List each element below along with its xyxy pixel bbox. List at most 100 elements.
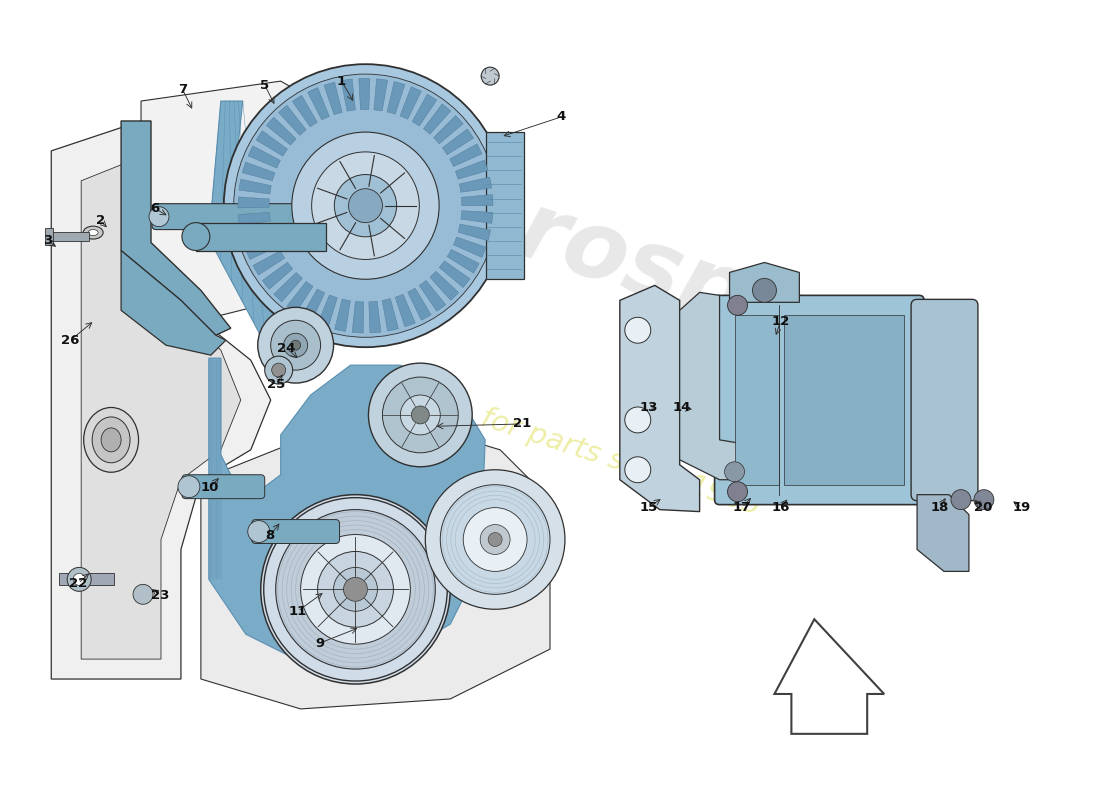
Text: 8: 8 — [265, 529, 275, 542]
Polygon shape — [455, 160, 488, 179]
Bar — [50, 231, 89, 241]
Text: 23: 23 — [152, 589, 169, 602]
Polygon shape — [266, 118, 296, 145]
Circle shape — [411, 406, 429, 424]
Circle shape — [265, 356, 293, 384]
Polygon shape — [301, 289, 324, 321]
Text: 12: 12 — [771, 315, 790, 328]
Circle shape — [334, 174, 397, 237]
Polygon shape — [430, 271, 459, 300]
Text: 25: 25 — [266, 378, 285, 390]
Text: 4: 4 — [557, 110, 565, 123]
Circle shape — [272, 363, 286, 377]
Text: 7: 7 — [178, 82, 187, 95]
Polygon shape — [412, 94, 437, 126]
Polygon shape — [239, 179, 272, 194]
Polygon shape — [382, 298, 398, 331]
Circle shape — [368, 363, 472, 466]
FancyBboxPatch shape — [182, 474, 265, 498]
Polygon shape — [274, 273, 302, 302]
Circle shape — [625, 407, 651, 433]
Polygon shape — [359, 78, 370, 110]
Circle shape — [625, 457, 651, 482]
Polygon shape — [408, 288, 431, 320]
Circle shape — [311, 152, 419, 259]
Polygon shape — [341, 79, 355, 111]
Polygon shape — [680, 292, 749, 480]
Polygon shape — [729, 262, 800, 302]
Circle shape — [440, 485, 550, 594]
Polygon shape — [239, 212, 271, 226]
Text: 6: 6 — [151, 202, 160, 215]
Polygon shape — [293, 95, 317, 127]
Polygon shape — [387, 82, 405, 114]
Circle shape — [727, 295, 748, 315]
Text: 18: 18 — [931, 501, 948, 514]
Ellipse shape — [88, 230, 98, 235]
Polygon shape — [324, 82, 342, 114]
Text: 22: 22 — [69, 577, 87, 590]
Text: 5: 5 — [261, 78, 270, 91]
Circle shape — [481, 67, 499, 85]
Text: 11: 11 — [288, 605, 307, 618]
Polygon shape — [395, 294, 416, 327]
Circle shape — [488, 533, 502, 546]
Circle shape — [271, 320, 320, 370]
Circle shape — [625, 318, 651, 343]
Text: eurospares: eurospares — [382, 144, 978, 417]
Ellipse shape — [92, 417, 130, 462]
Text: 24: 24 — [277, 342, 296, 354]
FancyBboxPatch shape — [715, 295, 924, 505]
Polygon shape — [433, 116, 463, 144]
Polygon shape — [461, 210, 493, 223]
Polygon shape — [52, 121, 271, 679]
Polygon shape — [201, 420, 550, 709]
Polygon shape — [209, 358, 485, 664]
Circle shape — [148, 206, 169, 226]
Circle shape — [290, 340, 300, 350]
Text: 15: 15 — [639, 501, 658, 514]
Polygon shape — [318, 295, 338, 327]
Circle shape — [284, 334, 308, 357]
Polygon shape — [81, 161, 241, 659]
Polygon shape — [450, 144, 482, 166]
Circle shape — [292, 132, 439, 279]
Polygon shape — [121, 250, 226, 355]
Polygon shape — [249, 146, 280, 168]
Circle shape — [74, 574, 85, 586]
Text: 21: 21 — [514, 418, 531, 430]
Text: 3: 3 — [43, 234, 52, 247]
Circle shape — [333, 567, 377, 611]
Circle shape — [248, 521, 270, 542]
Text: 16: 16 — [771, 501, 790, 514]
Bar — [784, 315, 904, 485]
Text: 17: 17 — [733, 501, 751, 514]
Circle shape — [974, 490, 994, 510]
Text: 9: 9 — [315, 637, 324, 650]
Text: 26: 26 — [62, 334, 79, 346]
Ellipse shape — [84, 407, 139, 472]
Polygon shape — [447, 250, 480, 273]
Text: 14: 14 — [672, 402, 691, 414]
Polygon shape — [242, 162, 275, 181]
Circle shape — [383, 377, 459, 453]
Circle shape — [727, 482, 748, 502]
Circle shape — [426, 470, 565, 610]
Polygon shape — [374, 79, 387, 111]
Polygon shape — [917, 494, 969, 571]
Polygon shape — [442, 129, 474, 154]
Bar — [196, 222, 326, 250]
Circle shape — [257, 307, 333, 383]
Polygon shape — [308, 87, 329, 120]
Polygon shape — [278, 106, 306, 135]
Polygon shape — [245, 238, 278, 259]
Text: 19: 19 — [1013, 501, 1031, 514]
Text: 2: 2 — [96, 214, 104, 227]
Circle shape — [223, 64, 507, 347]
Polygon shape — [121, 121, 231, 335]
Text: 20: 20 — [975, 501, 992, 514]
Polygon shape — [439, 261, 470, 287]
Circle shape — [952, 490, 971, 510]
Polygon shape — [209, 101, 326, 380]
Polygon shape — [774, 619, 884, 734]
